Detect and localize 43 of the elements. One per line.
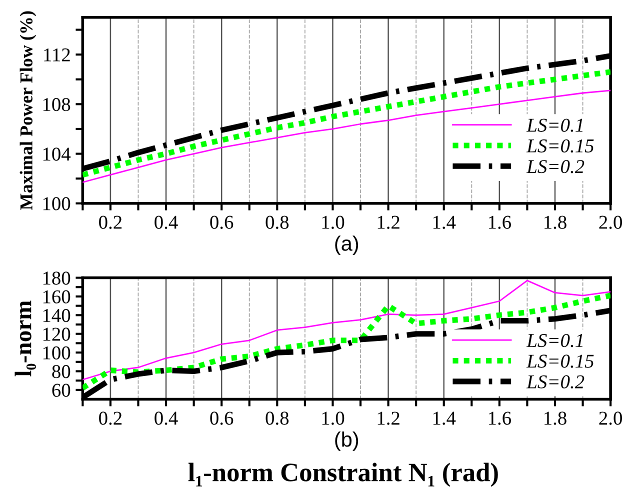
x-tick-label: 1.8 [544, 412, 566, 425]
x-tick-label: 1.4 [433, 216, 456, 229]
legend-label: LS=0.2 [526, 160, 584, 174]
legend-label: LS=0.15 [526, 354, 594, 368]
x-tick-label: 2.0 [599, 412, 622, 425]
x-tick-label: 0.2 [99, 216, 122, 229]
x-tick-label: 1.8 [544, 216, 566, 229]
y-tick-label: 108 [43, 98, 70, 112]
y-tick-label: 160 [43, 290, 70, 304]
legend-label: LS=0.15 [526, 139, 594, 153]
x-tick-label: 2.0 [599, 216, 622, 229]
x-tick-label: 0.8 [266, 216, 289, 229]
x-tick-label: 1.2 [378, 216, 400, 229]
y-tick-label: 104 [43, 148, 71, 161]
x-tick-label: 1.0 [322, 412, 344, 425]
x-tick-label: 0.6 [210, 412, 234, 425]
x-tick-label: 1.0 [322, 216, 344, 229]
x-tick-label: 0.4 [154, 216, 178, 229]
x-tick-label: 1.4 [433, 412, 456, 425]
legend-label: LS=0.2 [526, 375, 584, 389]
y-axis-title: Maximal Power Flow (%) [20, 11, 36, 210]
y-axis-title: l₀-norm [14, 300, 36, 376]
x-tick-label: 0.4 [154, 412, 178, 425]
text: l₁-norm Constraint N₁ (rad) [188, 462, 498, 487]
y-tick-label: 100 [43, 346, 70, 360]
x-tick-label: 0.8 [266, 412, 289, 425]
y-tick-label: 140 [43, 308, 70, 322]
y-tick-label: 120 [43, 328, 70, 341]
legend-label: LS=0.1 [526, 334, 582, 348]
x-axis-title: (a) [335, 236, 358, 255]
line-series [82, 90, 611, 183]
x-tick-label: 1.6 [488, 412, 511, 425]
y-tick-label: 112 [44, 48, 70, 62]
y-tick-label: 100 [43, 197, 70, 210]
x-tick-label: 0.2 [99, 412, 122, 425]
x-axis-title: (b) [335, 431, 358, 451]
y-tick-label: 180 [43, 272, 70, 285]
x-tick-label: 1.2 [378, 412, 400, 425]
y-tick-label: 60 [52, 384, 70, 397]
x-tick-label: 1.6 [488, 216, 511, 229]
legend-label: LS=0.1 [526, 118, 582, 132]
y-tick-label: 80 [52, 365, 70, 378]
x-tick-label: 0.6 [210, 216, 234, 229]
